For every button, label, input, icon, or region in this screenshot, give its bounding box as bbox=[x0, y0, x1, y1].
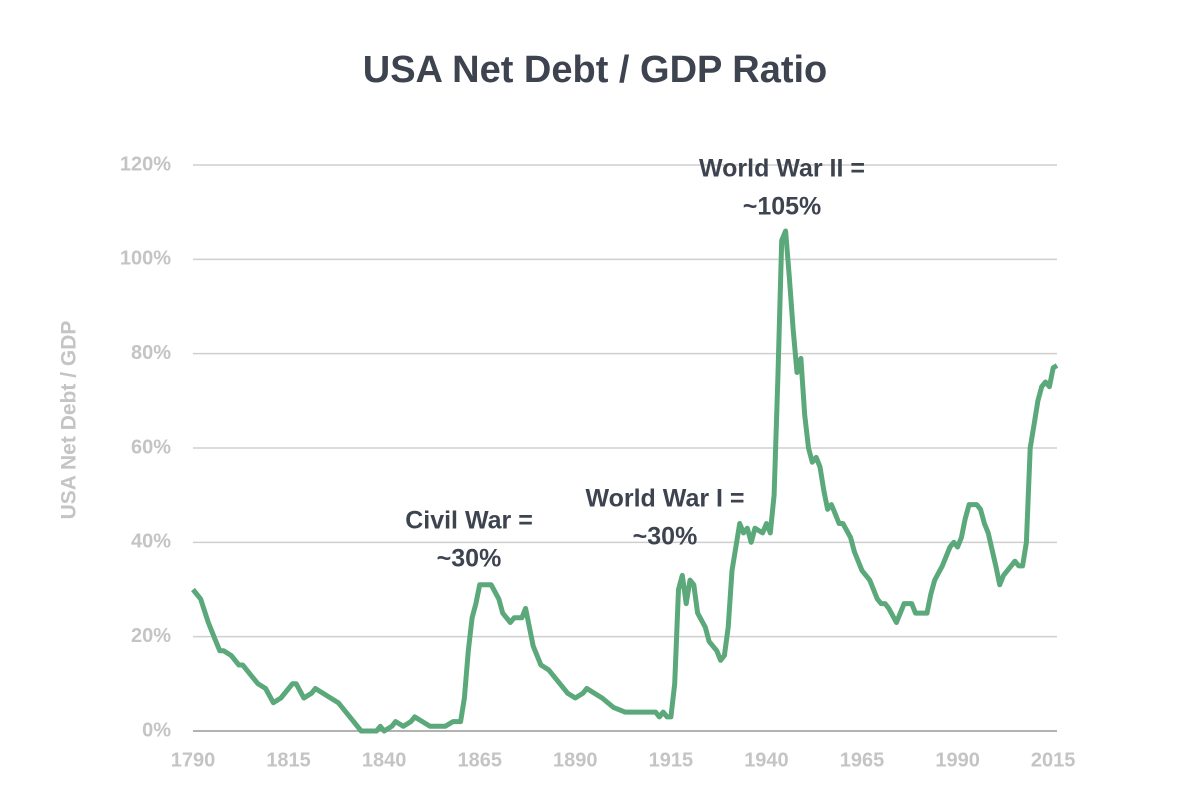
x-tick-label: 2015 bbox=[1031, 749, 1076, 771]
annotation: ~105% bbox=[743, 193, 822, 221]
y-tick-label: 40% bbox=[131, 531, 171, 553]
x-tick-label: 1990 bbox=[935, 749, 980, 771]
annotation: ~30% bbox=[437, 545, 502, 573]
y-tick-label: 0% bbox=[142, 719, 171, 741]
annotation: World War I = bbox=[585, 485, 744, 513]
x-tick-label: 1890 bbox=[553, 749, 598, 771]
y-tick-label: 100% bbox=[120, 248, 171, 270]
y-tick-label: 60% bbox=[131, 436, 171, 458]
x-tick-label: 1815 bbox=[266, 749, 311, 771]
x-tick-label: 1790 bbox=[171, 749, 216, 771]
y-tick-label: 80% bbox=[131, 342, 171, 364]
annotation: World War II = bbox=[699, 155, 865, 183]
x-tick-label: 1965 bbox=[840, 749, 885, 771]
annotation: ~30% bbox=[633, 523, 698, 551]
annotation: Civil War = bbox=[405, 507, 533, 535]
y-tick-label: 20% bbox=[131, 625, 171, 647]
data-line bbox=[191, 228, 1059, 734]
x-tick-label: 1840 bbox=[362, 749, 407, 771]
y-tick-label: 120% bbox=[120, 153, 171, 175]
chart-title: USA Net Debt / GDP Ratio bbox=[363, 49, 828, 91]
x-tick-label: 1865 bbox=[457, 749, 502, 771]
x-tick-label: 1915 bbox=[649, 749, 694, 771]
x-tick-label: 1940 bbox=[744, 749, 789, 771]
y-axis-label: USA Net Debt / GDP bbox=[58, 321, 81, 520]
